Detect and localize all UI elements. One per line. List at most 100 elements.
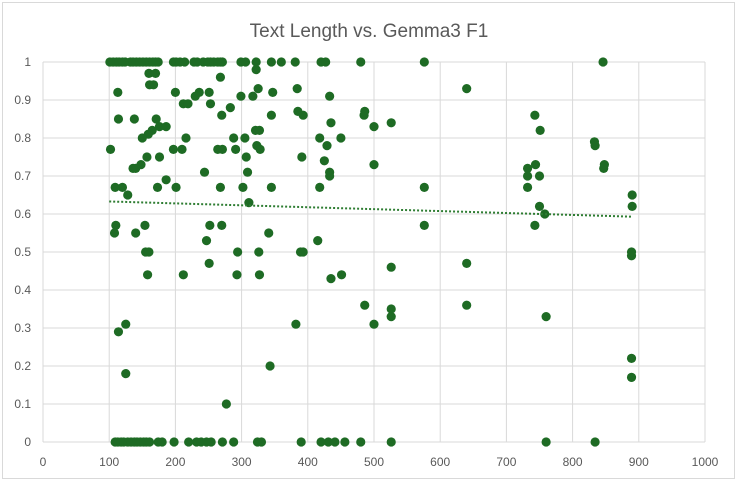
data-point xyxy=(171,182,181,192)
data-point xyxy=(336,270,347,280)
data-point xyxy=(530,110,540,120)
data-point xyxy=(153,57,163,67)
data-point xyxy=(144,437,155,447)
gridlines xyxy=(42,61,706,443)
data-point xyxy=(321,57,331,67)
data-point xyxy=(180,57,190,67)
data-point xyxy=(276,57,286,67)
data-point xyxy=(113,327,124,337)
data-point xyxy=(117,182,128,192)
data-point xyxy=(534,201,545,211)
data-point xyxy=(204,87,214,97)
data-point xyxy=(419,220,429,230)
data-point xyxy=(599,160,609,170)
data-point xyxy=(298,247,308,257)
chart-frame xyxy=(2,2,735,479)
data-point xyxy=(137,133,147,143)
data-point xyxy=(359,110,369,120)
data-point xyxy=(229,437,239,447)
x-tick-label: 200 xyxy=(165,455,185,469)
data-point xyxy=(268,87,278,97)
data-point xyxy=(522,163,533,173)
data-point xyxy=(251,65,261,75)
data-point xyxy=(148,80,159,90)
x-tick-label: 700 xyxy=(496,455,516,469)
data-point xyxy=(178,270,188,280)
data-point xyxy=(181,133,191,143)
data-point xyxy=(296,437,306,447)
data-point xyxy=(535,125,545,135)
data-point xyxy=(183,99,193,109)
data-point xyxy=(419,57,429,67)
data-point xyxy=(419,182,429,192)
chart-title: Text Length vs. Gemma3 F1 xyxy=(250,21,489,42)
y-axis-ticks: 0 0.1 0.2 0.3 0.4 0.5 0.6 0.7 0.8 0.9 1 xyxy=(14,55,31,449)
y-tick-label: 0.8 xyxy=(14,131,31,145)
data-point xyxy=(206,437,216,447)
data-point xyxy=(240,57,251,67)
data-point xyxy=(248,91,258,101)
data-point xyxy=(217,437,228,447)
data-point xyxy=(598,57,608,67)
data-point xyxy=(541,437,551,447)
data-point xyxy=(626,251,637,261)
data-point xyxy=(254,125,265,135)
data-point xyxy=(201,236,212,246)
y-tick-label: 0.5 xyxy=(14,245,31,259)
y-tick-label: 0 xyxy=(24,435,31,449)
data-point xyxy=(131,163,141,173)
data-point xyxy=(313,236,323,246)
data-point xyxy=(157,437,167,447)
data-point xyxy=(336,133,346,143)
data-point xyxy=(217,110,227,120)
data-point xyxy=(105,144,116,154)
data-point xyxy=(110,182,120,192)
data-point xyxy=(291,319,301,329)
data-point xyxy=(238,182,248,192)
data-point xyxy=(144,247,154,257)
data-point xyxy=(233,247,243,257)
data-point xyxy=(266,110,276,120)
data-point xyxy=(266,57,276,67)
data-point xyxy=(161,175,171,185)
data-point xyxy=(140,220,150,230)
data-point xyxy=(217,220,227,230)
data-point xyxy=(241,152,251,162)
data-point xyxy=(322,141,332,151)
data-point xyxy=(325,91,335,101)
data-point xyxy=(534,171,545,181)
y-tick-label: 0.2 xyxy=(14,359,31,373)
y-tick-label: 0.9 xyxy=(14,93,31,107)
data-point xyxy=(265,361,275,371)
data-point xyxy=(326,274,336,284)
data-point xyxy=(462,84,472,94)
data-point xyxy=(386,118,396,128)
data-point xyxy=(266,182,276,192)
data-point xyxy=(204,258,214,268)
data-point xyxy=(323,437,333,447)
data-point xyxy=(360,300,370,310)
data-point xyxy=(109,228,120,238)
data-point xyxy=(298,110,308,120)
data-point xyxy=(199,167,210,177)
data-point xyxy=(540,209,550,219)
y-tick-label: 0.4 xyxy=(14,283,31,297)
data-point xyxy=(626,372,637,382)
data-point xyxy=(326,118,336,128)
data-point xyxy=(121,319,131,329)
data-point xyxy=(142,152,152,162)
x-tick-label: 500 xyxy=(364,455,384,469)
data-point xyxy=(254,247,264,257)
data-point xyxy=(152,182,163,192)
data-point xyxy=(121,369,131,379)
data-point xyxy=(221,399,231,409)
data-point xyxy=(229,133,239,143)
data-point xyxy=(627,190,637,200)
data-point xyxy=(356,57,366,67)
data-point xyxy=(356,437,366,447)
data-point xyxy=(190,91,200,101)
data-point xyxy=(232,270,242,280)
data-point xyxy=(169,437,179,447)
y-tick-label: 0.1 xyxy=(14,397,31,411)
